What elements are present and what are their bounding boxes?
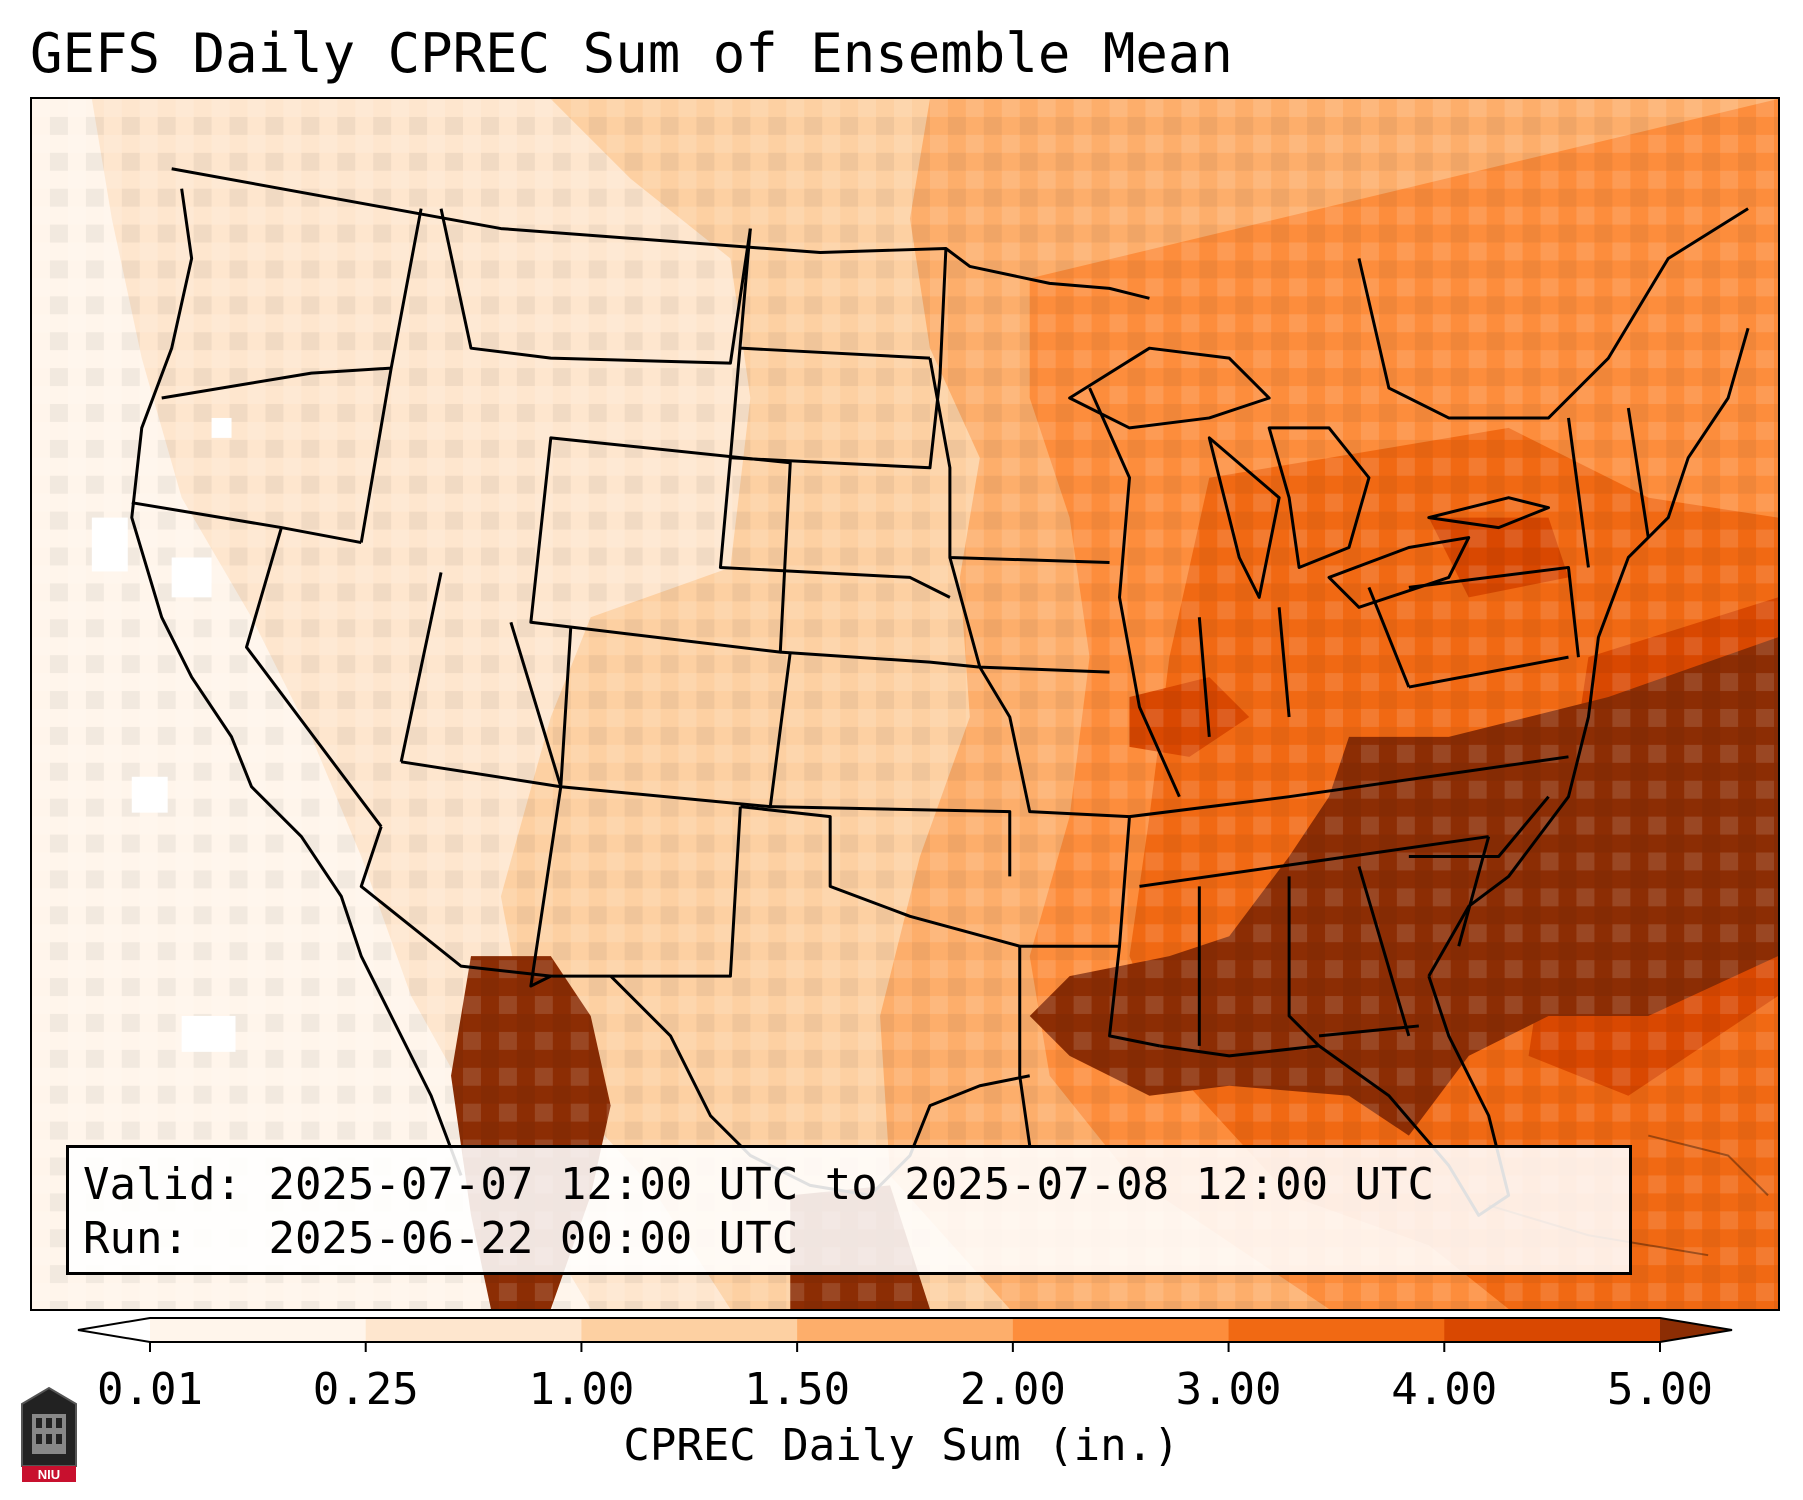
colorbar-tick-label: 0.01 <box>97 1364 203 1415</box>
precip-map-svg <box>32 99 1778 1309</box>
colorbar-tick-label: 1.50 <box>744 1364 850 1415</box>
colorbar-segments <box>77 1317 1733 1343</box>
colorbar-ticks: 0.01 0.25 1.00 1.50 2.00 3.00 4.00 5.00 <box>97 1342 1713 1415</box>
colorbar-tick-label: 0.25 <box>313 1364 419 1415</box>
info-box: Valid: 2025-07-07 12:00 UTC to 2025-07-0… <box>66 1145 1632 1275</box>
niu-tower-logo: NIU <box>21 1386 77 1482</box>
run-label: Run: <box>83 1213 189 1264</box>
colorbar-tick-label: 4.00 <box>1391 1364 1497 1415</box>
colorbar: 0.01 0.25 1.00 1.50 2.00 3.00 4.00 5.00 <box>77 1317 1733 1415</box>
colorbar-segment <box>150 1318 367 1342</box>
colorbar-segment <box>1228 1318 1445 1342</box>
colorbar-segment <box>581 1318 798 1342</box>
colorbar-tick-label: 2.00 <box>960 1364 1066 1415</box>
niu-logo-text: NIU <box>38 1467 60 1482</box>
colorbar-segment <box>365 1318 582 1342</box>
colorbar-extend-low <box>78 1318 150 1342</box>
valid-label: Valid: <box>83 1159 242 1210</box>
colorbar-extend-high <box>1660 1318 1732 1342</box>
colorbar-segment <box>797 1318 1014 1342</box>
valid-range: 2025-07-07 12:00 UTC to 2025-07-08 12:00… <box>268 1159 1435 1210</box>
precip-map <box>30 97 1780 1311</box>
colorbar-segment <box>1012 1318 1230 1342</box>
colorbar-tick-label: 1.00 <box>528 1364 634 1415</box>
run-time: 2025-06-22 00:00 UTC <box>268 1213 799 1264</box>
colorbar-tick-label: 3.00 <box>1176 1364 1282 1415</box>
colorbar-tick-label: 5.00 <box>1607 1364 1713 1415</box>
colorbar-label: CPREC Daily Sum (in.) <box>623 1420 1180 1471</box>
precip-shading <box>32 99 1778 1309</box>
state-borders <box>130 167 1750 1217</box>
map-title: GEFS Daily CPREC Sum of Ensemble Mean <box>30 22 1233 85</box>
colorbar-segment <box>1444 1318 1661 1342</box>
